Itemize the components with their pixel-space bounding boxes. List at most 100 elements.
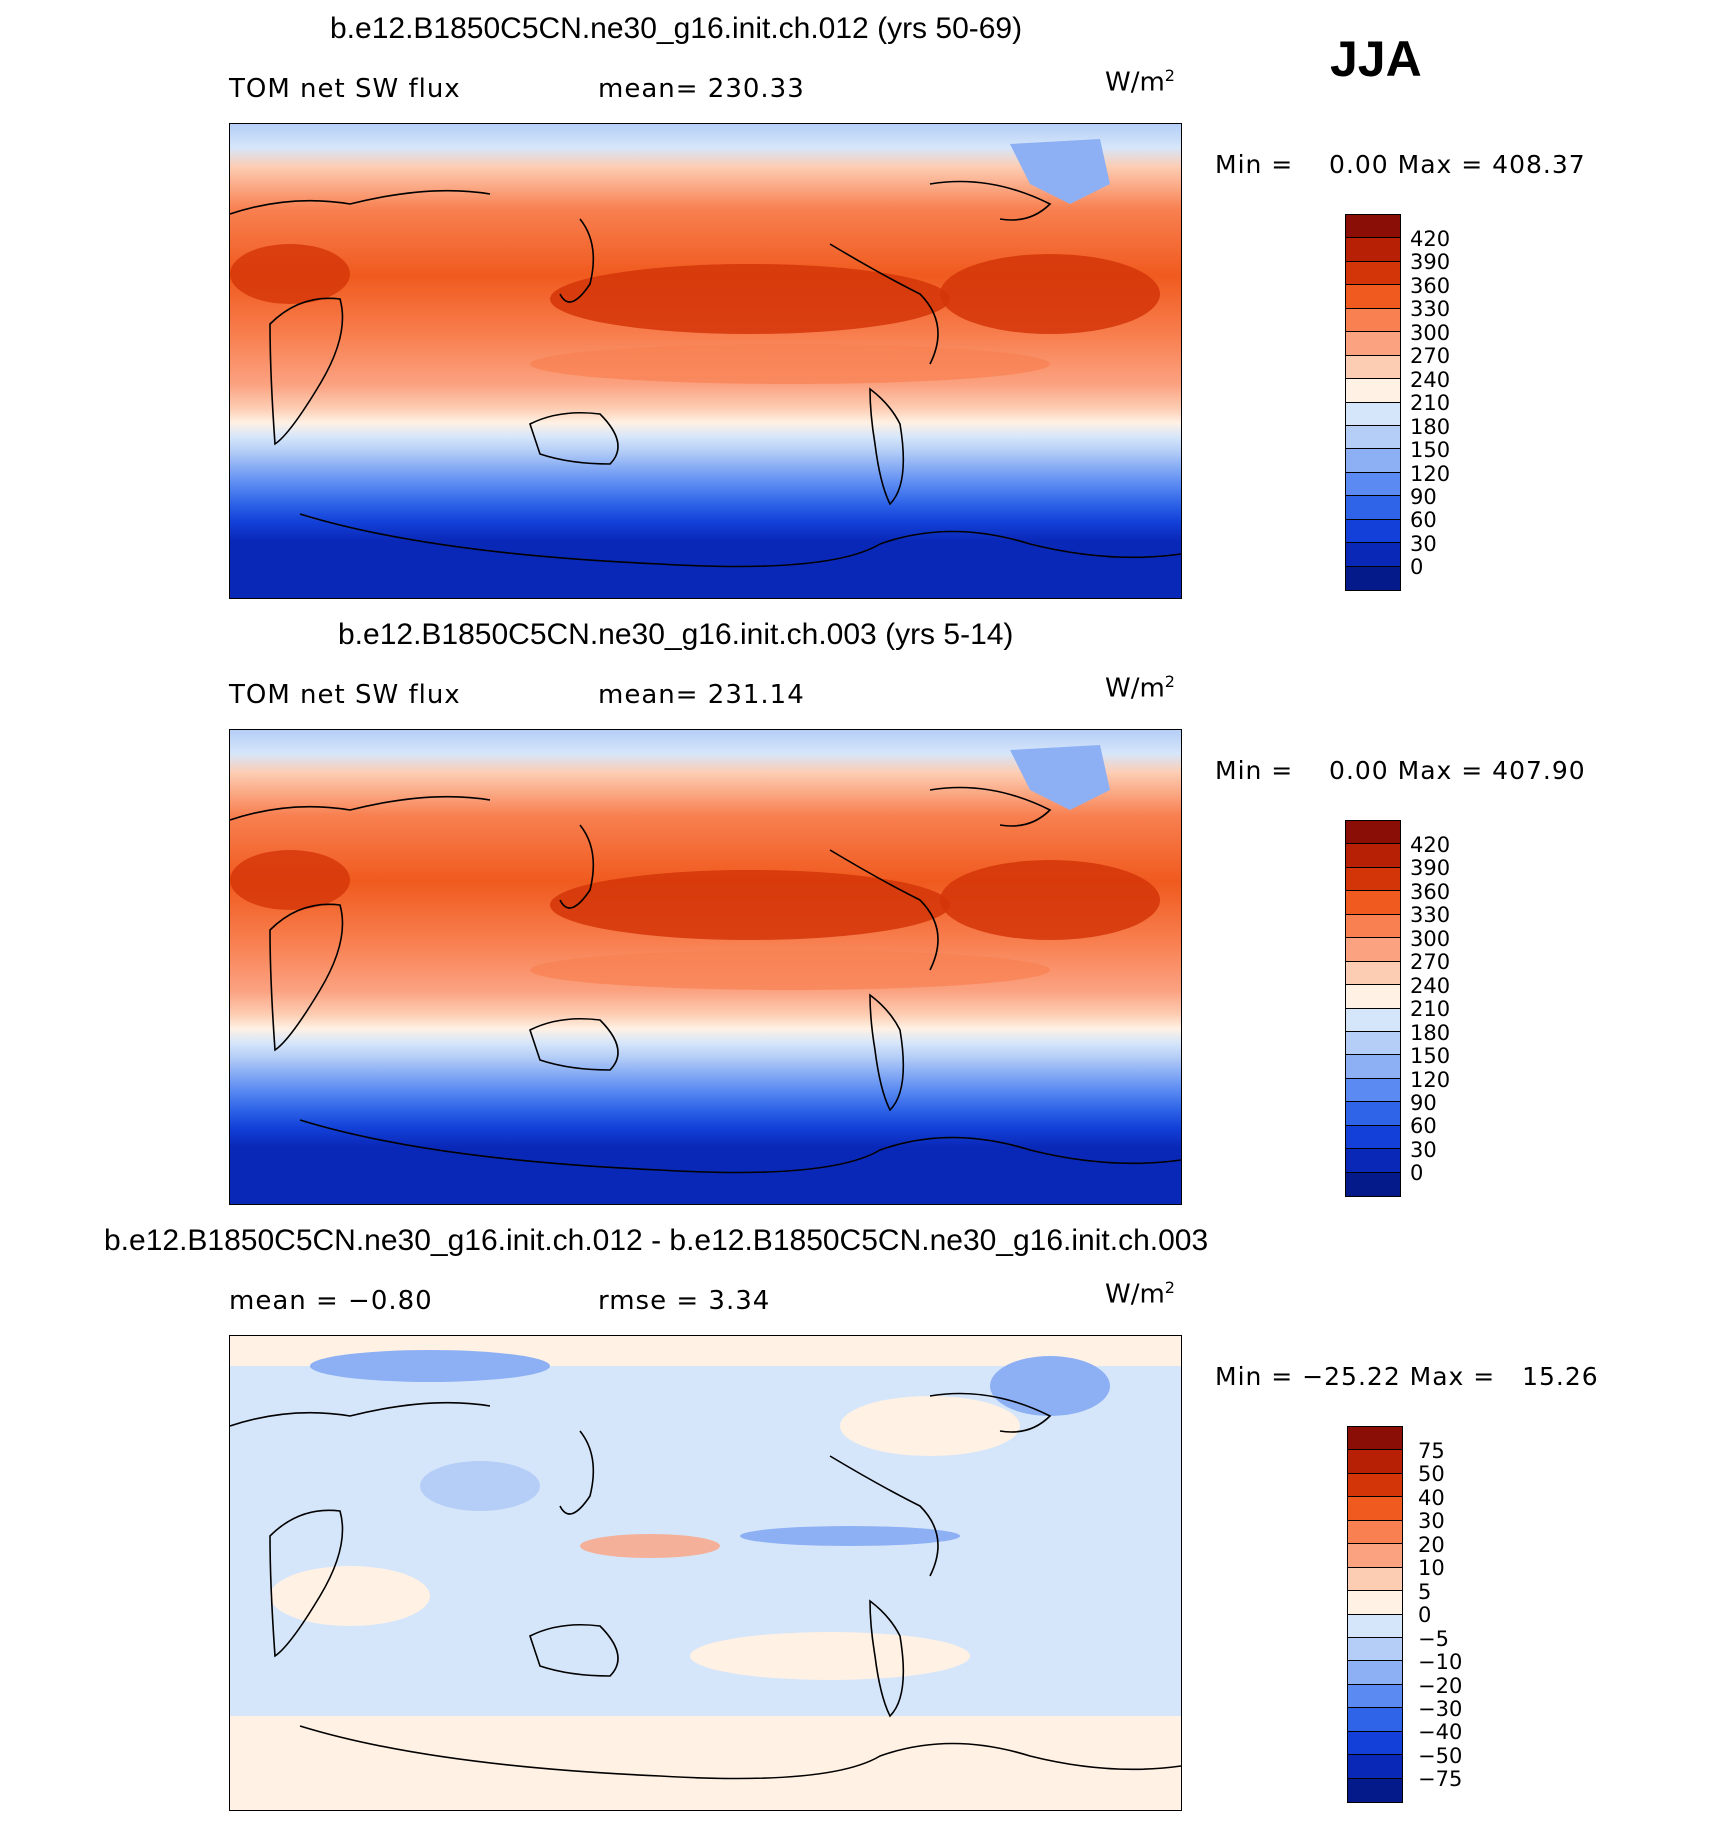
colorbar-swatch xyxy=(1346,449,1400,473)
colorbar-swatch xyxy=(1348,1544,1402,1568)
colorbar-tick-label: 90 xyxy=(1410,1090,1437,1115)
colorbar-swatch xyxy=(1346,1125,1400,1150)
colorbar-swatch xyxy=(1346,1031,1400,1056)
colorbar-tick-label: 360 xyxy=(1410,273,1451,298)
colorbar-tick-label: 390 xyxy=(1410,856,1451,881)
colorbar-swatch xyxy=(1348,1684,1402,1709)
colorbar-tick-label: −30 xyxy=(1418,1696,1463,1721)
colorbar-tick-label: 30 xyxy=(1410,531,1437,556)
colorbar-tick-label: 300 xyxy=(1410,926,1451,951)
panel-1-title: b.e12.B1850C5CN.ne30_g16.init.ch.012 (yr… xyxy=(330,12,1023,45)
colorbar-tick-label: 270 xyxy=(1410,950,1451,975)
colorbar-tick-label: 60 xyxy=(1410,508,1437,533)
colorbar-swatch xyxy=(1346,332,1400,356)
colorbar-swatch xyxy=(1346,821,1400,845)
colorbar-swatch xyxy=(1346,379,1400,403)
colorbar-swatch xyxy=(1346,1008,1400,1032)
colorbar-tick-label: 150 xyxy=(1410,438,1451,463)
colorbar-tick-label: −40 xyxy=(1418,1720,1463,1745)
colorbar-swatch xyxy=(1346,215,1400,239)
colorbar-swatch xyxy=(1348,1567,1402,1592)
colorbar-swatch xyxy=(1348,1591,1402,1615)
colorbar-tick-label: 420 xyxy=(1410,833,1451,857)
colorbar-tick-label: 240 xyxy=(1410,367,1451,392)
colorbar-swatch xyxy=(1346,261,1400,286)
panel-2-mean-label: mean= 231.14 xyxy=(598,680,805,710)
colorbar-swatch xyxy=(1346,844,1400,868)
colorbar-swatch xyxy=(1348,1427,1402,1451)
colorbar-swatch xyxy=(1348,1473,1402,1498)
colorbar-tick-label: 360 xyxy=(1410,879,1451,904)
colorbar-tick-label: 120 xyxy=(1410,461,1451,486)
colorbar-tick-label: 420 xyxy=(1410,227,1451,251)
panel-3-title: b.e12.B1850C5CN.ne30_g16.init.ch.012 - b… xyxy=(104,1224,1209,1257)
colorbar-swatch xyxy=(1346,1055,1400,1079)
colorbar-tick-label: 240 xyxy=(1410,973,1451,998)
colorbar-swatch xyxy=(1346,1149,1400,1173)
colorbar-tick-label: 180 xyxy=(1410,1020,1451,1045)
colorbar-tick-label: 90 xyxy=(1410,484,1437,509)
panel-3-map-svg xyxy=(230,1336,1181,1810)
colorbar-tick-label: 60 xyxy=(1410,1114,1437,1139)
colorbar-swatch xyxy=(1346,867,1400,892)
panel-1-units: W/m2 xyxy=(1105,66,1175,98)
colorbar-swatch xyxy=(1348,1614,1402,1638)
colorbar-tick-label: 50 xyxy=(1418,1462,1445,1487)
colorbar-swatch xyxy=(1346,1102,1400,1126)
colorbar-tick-label: 10 xyxy=(1418,1556,1445,1581)
colorbar-tick-label: 180 xyxy=(1410,414,1451,439)
panel-3-mean-label: mean = −0.80 xyxy=(229,1286,433,1316)
panel-1-variable-label: TOM net SW flux xyxy=(229,74,461,104)
panel-2-map-svg xyxy=(230,730,1181,1204)
panel-2-colorbar xyxy=(1345,820,1401,1197)
colorbar-swatch xyxy=(1346,238,1400,262)
colorbar-swatch xyxy=(1346,472,1400,497)
colorbar-tick-label: −10 xyxy=(1418,1650,1463,1675)
colorbar-tick-label: 300 xyxy=(1410,320,1451,345)
colorbar-tick-label: 390 xyxy=(1410,250,1451,275)
panel-3-map xyxy=(229,1335,1182,1811)
colorbar-swatch xyxy=(1346,543,1400,567)
colorbar-swatch xyxy=(1346,914,1400,939)
season-label: JJA xyxy=(1330,31,1422,87)
colorbar-swatch xyxy=(1348,1450,1402,1474)
panel-2-minmax: Min = 0.00 Max = 407.90 xyxy=(1215,756,1586,785)
colorbar-tick-label: 270 xyxy=(1410,344,1451,369)
colorbar-tick-label: 30 xyxy=(1418,1509,1445,1534)
colorbar-tick-label: 0 xyxy=(1410,555,1424,580)
colorbar-tick-label: 40 xyxy=(1418,1485,1445,1510)
colorbar-swatch xyxy=(1346,938,1400,962)
colorbar-tick-label: 120 xyxy=(1410,1067,1451,1092)
colorbar-tick-label: −20 xyxy=(1418,1673,1463,1698)
colorbar-swatch xyxy=(1346,402,1400,426)
colorbar-swatch xyxy=(1346,1172,1400,1196)
panel-1-map xyxy=(229,123,1182,599)
colorbar-tick-label: 20 xyxy=(1418,1532,1445,1557)
colorbar-swatch xyxy=(1346,425,1400,450)
panel-3-units: W/m2 xyxy=(1105,1278,1175,1310)
colorbar-tick-label: 210 xyxy=(1410,997,1451,1022)
colorbar-swatch xyxy=(1346,285,1400,309)
colorbar-swatch xyxy=(1346,891,1400,915)
panel-1-map-svg xyxy=(230,124,1181,598)
colorbar-tick-label: 0 xyxy=(1418,1603,1432,1628)
colorbar-tick-label: 30 xyxy=(1410,1137,1437,1162)
colorbar-tick-label: 330 xyxy=(1410,297,1451,322)
colorbar-swatch xyxy=(1348,1708,1402,1732)
colorbar-swatch xyxy=(1348,1637,1402,1662)
colorbar-tick-label: −50 xyxy=(1418,1743,1463,1768)
colorbar-swatch xyxy=(1348,1661,1402,1685)
panel-1-minmax: Min = 0.00 Max = 408.37 xyxy=(1215,150,1586,179)
colorbar-swatch xyxy=(1348,1755,1402,1779)
colorbar-tick-label: 75 xyxy=(1418,1439,1445,1463)
colorbar-swatch xyxy=(1346,566,1400,590)
colorbar-swatch xyxy=(1348,1731,1402,1756)
colorbar-swatch xyxy=(1346,985,1400,1009)
colorbar-tick-label: 150 xyxy=(1410,1044,1451,1069)
colorbar-tick-label: 330 xyxy=(1410,903,1451,928)
colorbar-tick-label: −75 xyxy=(1418,1767,1463,1792)
colorbar-tick-label: 5 xyxy=(1418,1579,1432,1604)
panel-2-title: b.e12.B1850C5CN.ne30_g16.init.ch.003 (yr… xyxy=(338,618,1014,651)
panel-2-units: W/m2 xyxy=(1105,672,1175,704)
panel-1-mean-label: mean= 230.33 xyxy=(598,74,805,104)
